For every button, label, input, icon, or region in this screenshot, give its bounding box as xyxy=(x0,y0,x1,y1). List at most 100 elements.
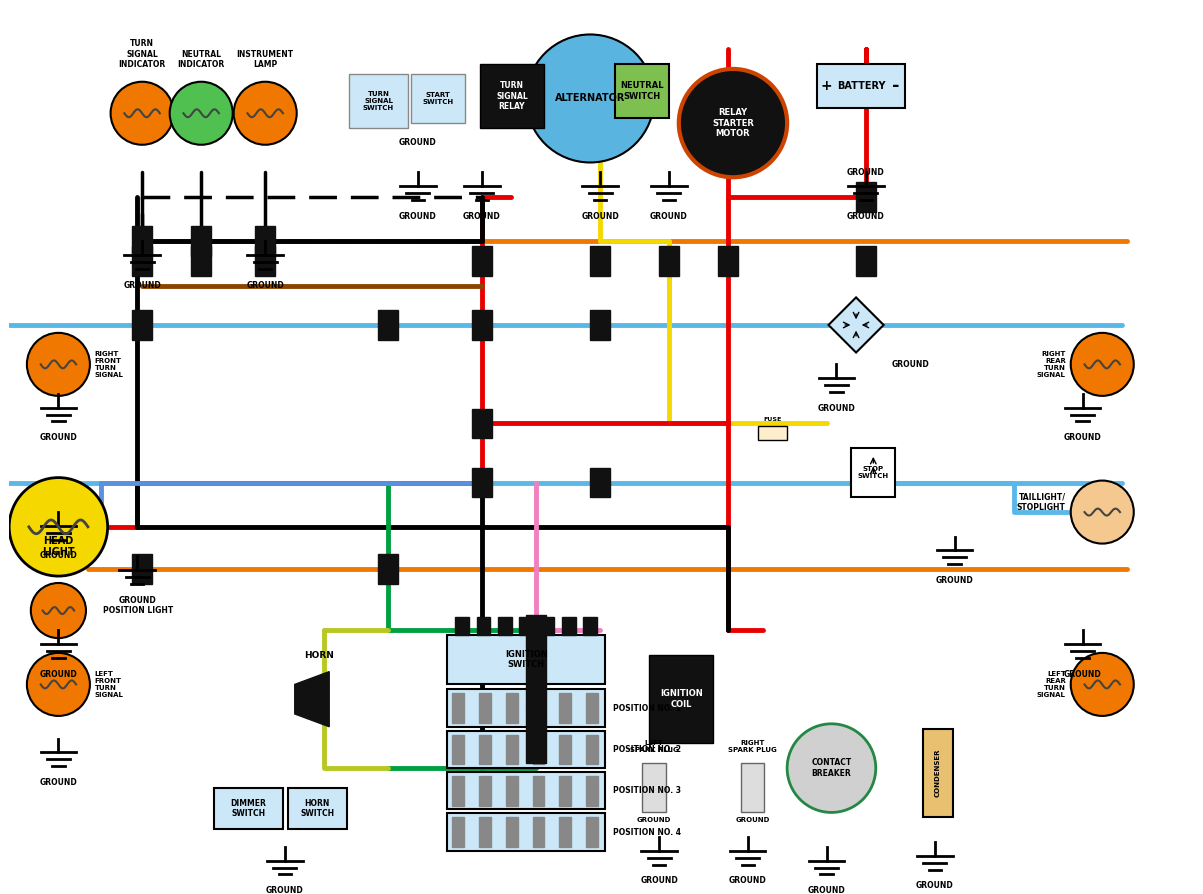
Bar xyxy=(533,735,545,764)
Text: GROUND: GROUND xyxy=(847,168,884,177)
Bar xyxy=(857,246,876,275)
Circle shape xyxy=(111,81,173,145)
Text: NEUTRAL
INDICATOR: NEUTRAL INDICATOR xyxy=(178,49,225,69)
Text: CONTACT
BREAKER: CONTACT BREAKER xyxy=(811,758,852,778)
Bar xyxy=(476,618,491,635)
Text: GROUND: GROUND xyxy=(729,876,766,885)
Text: GROUND: GROUND xyxy=(399,212,437,221)
Bar xyxy=(586,735,598,764)
Text: GROUND: GROUND xyxy=(818,404,855,413)
Circle shape xyxy=(1071,481,1133,544)
Bar xyxy=(526,734,546,763)
Text: HORN
SWITCH: HORN SWITCH xyxy=(301,799,334,818)
Text: STOP
SWITCH: STOP SWITCH xyxy=(858,466,889,479)
Bar xyxy=(559,817,571,847)
Bar xyxy=(506,776,517,805)
Circle shape xyxy=(26,333,90,396)
Bar xyxy=(479,735,491,764)
Text: GROUND: GROUND xyxy=(915,881,954,890)
Bar xyxy=(526,615,546,645)
Bar xyxy=(923,729,953,817)
Text: GROUND: GROUND xyxy=(123,281,161,290)
Circle shape xyxy=(1071,653,1133,716)
Circle shape xyxy=(787,724,876,813)
Text: CONDENSER: CONDENSER xyxy=(935,749,941,797)
Text: POSITION NO. 1: POSITION NO. 1 xyxy=(612,704,681,713)
Bar xyxy=(506,735,517,764)
Bar xyxy=(448,689,605,727)
Text: GROUND: GROUND xyxy=(118,595,156,604)
Bar xyxy=(479,693,491,723)
Bar xyxy=(214,788,283,829)
Bar xyxy=(379,554,398,584)
Bar xyxy=(758,426,787,440)
Text: GROUND: GROUND xyxy=(1063,434,1102,443)
Bar xyxy=(480,64,544,128)
Text: GROUND: GROUND xyxy=(807,886,846,894)
Text: LEFT
SPARK PLUG: LEFT SPARK PLUG xyxy=(630,740,678,754)
Text: RIGHT
REAR
TURN
SIGNAL: RIGHT REAR TURN SIGNAL xyxy=(1037,350,1066,378)
Bar xyxy=(255,246,275,275)
Bar xyxy=(642,763,666,813)
Bar xyxy=(852,448,895,497)
Bar xyxy=(132,226,152,256)
Text: RIGHT
FRONT
TURN
SIGNAL: RIGHT FRONT TURN SIGNAL xyxy=(95,350,124,378)
Circle shape xyxy=(233,81,297,145)
Bar xyxy=(448,635,605,685)
Bar xyxy=(718,246,737,275)
Text: TURN
SIGNAL
SWITCH: TURN SIGNAL SWITCH xyxy=(363,91,395,111)
Text: GROUND: GROUND xyxy=(891,360,929,369)
Bar xyxy=(191,246,211,275)
Bar xyxy=(562,618,576,635)
Text: POSITION NO. 4: POSITION NO. 4 xyxy=(612,828,681,837)
Bar xyxy=(411,74,466,123)
Bar xyxy=(452,735,464,764)
Text: GROUND: GROUND xyxy=(40,778,77,787)
Text: LEFT
FRONT
TURN
SIGNAL: LEFT FRONT TURN SIGNAL xyxy=(95,670,124,698)
Bar xyxy=(452,817,464,847)
Text: GROUND: GROUND xyxy=(463,212,500,221)
Text: NEUTRAL
SWITCH: NEUTRAL SWITCH xyxy=(620,81,664,101)
Text: GROUND: GROUND xyxy=(40,552,77,561)
Text: GROUND: GROUND xyxy=(581,212,618,221)
Bar xyxy=(479,817,491,847)
Polygon shape xyxy=(829,298,884,352)
Bar xyxy=(559,776,571,805)
Bar xyxy=(472,409,492,438)
Bar xyxy=(591,310,610,340)
Circle shape xyxy=(1071,333,1133,396)
Text: GROUND: GROUND xyxy=(40,670,77,679)
Text: +: + xyxy=(820,80,832,93)
Bar xyxy=(533,693,545,723)
Text: GROUND: GROUND xyxy=(399,139,437,148)
Text: ALTERNATOR: ALTERNATOR xyxy=(555,94,626,104)
Circle shape xyxy=(10,477,107,576)
Text: IGNITION
SWITCH: IGNITION SWITCH xyxy=(505,650,547,670)
Text: GROUND: GROUND xyxy=(847,212,884,221)
Bar xyxy=(857,182,876,212)
Bar xyxy=(586,693,598,723)
Bar xyxy=(448,730,605,768)
Bar xyxy=(506,817,517,847)
Bar xyxy=(741,763,764,813)
Text: GROUND: GROUND xyxy=(1063,670,1102,679)
Text: GROUND: GROUND xyxy=(638,817,671,823)
Bar xyxy=(520,618,533,635)
Bar xyxy=(559,693,571,723)
Circle shape xyxy=(678,69,787,177)
Text: -: - xyxy=(891,77,899,95)
Bar xyxy=(583,618,597,635)
Bar xyxy=(448,772,605,809)
Text: GROUND: GROUND xyxy=(650,212,688,221)
Bar xyxy=(448,814,605,851)
Bar xyxy=(526,704,546,734)
Circle shape xyxy=(526,35,654,163)
Text: LEFT
REAR
TURN
SIGNAL: LEFT REAR TURN SIGNAL xyxy=(1037,670,1066,698)
Bar xyxy=(472,310,492,340)
Bar xyxy=(479,776,491,805)
Bar xyxy=(349,74,408,128)
Bar xyxy=(498,618,511,635)
Bar xyxy=(591,468,610,497)
Text: HORN: HORN xyxy=(304,651,334,660)
Text: GROUND: GROUND xyxy=(247,281,284,290)
